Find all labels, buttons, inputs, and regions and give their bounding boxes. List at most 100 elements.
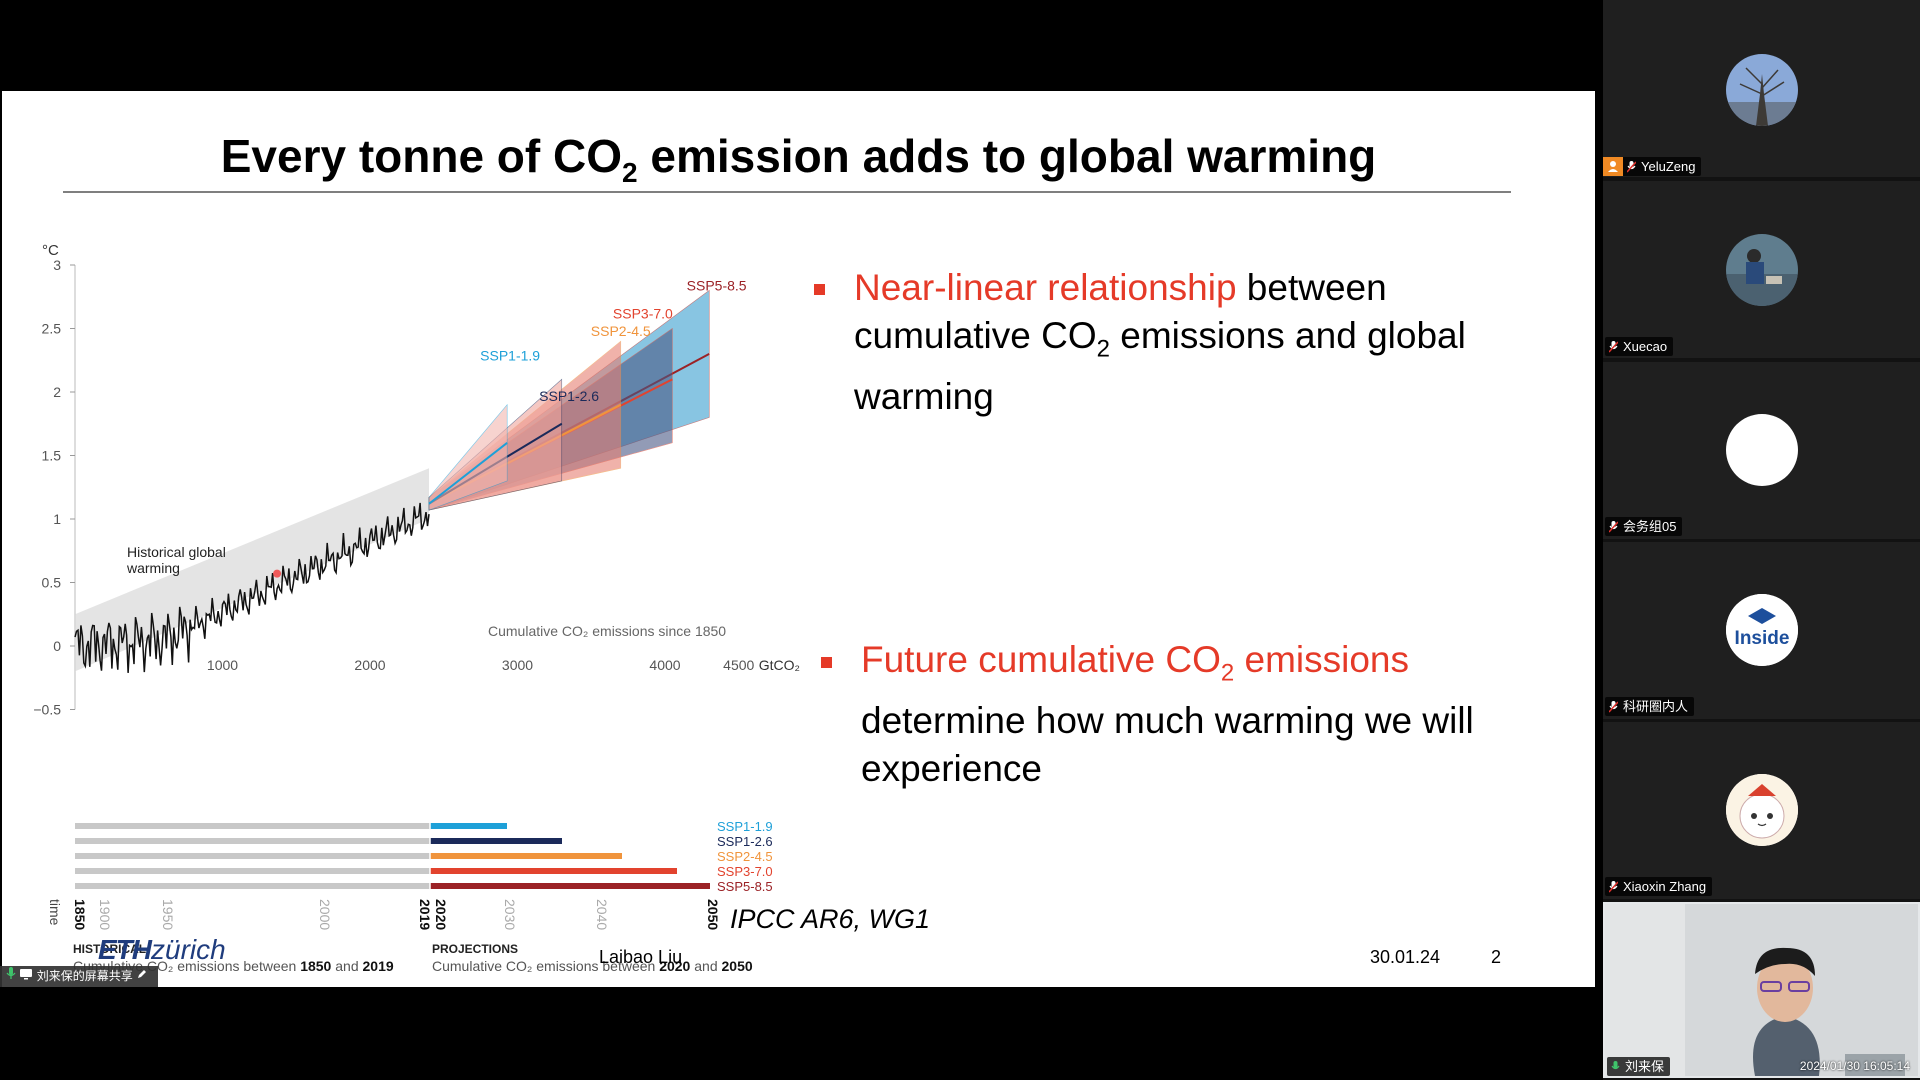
projections-title: PROJECTIONS: [432, 942, 518, 956]
citation: IPCC AR6, WG1: [730, 904, 931, 934]
mic-muted-icon: [1608, 699, 1619, 713]
x-tick-label: 1000: [207, 657, 238, 673]
timeline-projection-bar: [430, 853, 622, 859]
mic-on-icon: [1611, 1059, 1620, 1071]
timeline-historical-bar: [75, 853, 430, 859]
participant-tile-xiaoxin-zhang[interactable]: Xiaoxin Zhang: [1603, 722, 1920, 899]
screen-share-indicator[interactable]: 刘来保的屏幕共享: [0, 966, 158, 987]
timeline-projection-bar: [430, 823, 507, 829]
timeline-year: 2030: [502, 899, 518, 930]
participant-name-tag: Xuecao: [1605, 337, 1674, 356]
participant-name-tag: Xiaoxin Zhang: [1605, 877, 1713, 896]
historical-title: HISTORICAL: [73, 942, 146, 956]
timeline-legend-label: SSP2-4.5: [717, 849, 773, 864]
mic-icon: [6, 966, 16, 987]
timeline-legend-label: SSP5-8.5: [717, 879, 773, 894]
participant-name-tag: 会务组05: [1605, 517, 1683, 536]
screen-share-label: 刘来保的屏幕共享: [36, 969, 133, 984]
participant-tile-huiwuzu05[interactable]: 会务组05: [1603, 362, 1920, 539]
historical-marker-dot: [273, 569, 282, 578]
historical-label-line1: Historical global: [127, 544, 226, 560]
bullet-1: Near-linear relationship between cumulat…: [854, 267, 1466, 418]
y-tick-label: 2.5: [42, 321, 62, 337]
timeline-year: 2020: [433, 899, 449, 930]
timeline-year: 2040: [594, 899, 610, 930]
scenario-label: SSP3-7.0: [613, 305, 673, 321]
mic-muted-icon: [1626, 159, 1637, 173]
timeline-legend-label: SSP3-7.0: [717, 864, 773, 879]
warming-chart: °C −0.5 0 0.5 1 1.5 2 2.5 3 1000 2000 3000 4000 4500 G…: [33, 242, 800, 974]
avatar: [1726, 774, 1798, 846]
slide-title: Every tonne of CO2 emission adds to glob…: [220, 130, 1377, 189]
participant-name-tag: 刘来保: [1607, 1057, 1671, 1076]
y-tick-label: 0.5: [42, 575, 62, 591]
x-axis-caption: Cumulative CO₂ emissions since 1850: [488, 623, 726, 639]
speaker-video-frame: [1605, 904, 1918, 1076]
bullet-2-highlight: Future cumulative CO2 emissions: [861, 639, 1409, 687]
timeline-time-label: time: [47, 899, 63, 926]
bullet-marker: [821, 657, 832, 668]
participant-tile-yeluzeng[interactable]: YeluZeng: [1603, 0, 1920, 177]
avatar: [1726, 414, 1798, 486]
scenario-label: SSP1-2.6: [539, 388, 599, 404]
timeline-year: 1950: [160, 899, 176, 930]
host-icon: [1603, 157, 1623, 176]
avatar: Inside: [1726, 594, 1798, 666]
historical-uncertainty-band: [75, 468, 429, 672]
x-tick-label: 3000: [502, 657, 533, 673]
x-tick-label: 4500: [723, 657, 754, 673]
y-tick-label: −0.5: [33, 702, 61, 718]
timeline-year: 1850: [72, 899, 88, 930]
timeline-year: 2019: [417, 899, 433, 930]
bullet-marker: [814, 284, 825, 295]
timeline-projection-bar: [430, 838, 562, 844]
mic-muted-icon: [1608, 519, 1619, 533]
timeline-historical-bar: [75, 823, 430, 829]
x-tick-label: 2000: [354, 657, 385, 673]
active-speaker-video[interactable]: 刘来保 2024/01/30 16:05:14: [1603, 902, 1920, 1078]
avatar: [1726, 54, 1798, 126]
presentation-slide: Every tonne of CO2 emission adds to glob…: [2, 91, 1595, 987]
timeline-historical-bar: [75, 868, 430, 874]
bullet-1-highlight: Near-linear relationship: [854, 267, 1237, 308]
bullet-2: Future cumulative CO2 emissions determin…: [861, 636, 1474, 793]
historical-label-line2: warming: [126, 560, 180, 576]
timeline-historical-bar: [75, 883, 430, 889]
avatar: [1726, 234, 1798, 306]
scenario-label: SSP5-8.5: [687, 277, 747, 293]
footer-page-number: 2: [1491, 947, 1502, 967]
x-axis-unit: GtCO₂: [759, 657, 800, 673]
participants-panel: YeluZeng Xuecao 会务组05 Inside 科研圈内人 Xiaox…: [1603, 0, 1920, 1080]
y-tick-label: 1: [53, 511, 61, 527]
timeline-year: 2000: [317, 899, 333, 930]
y-axis-unit: °C: [42, 242, 59, 259]
timeline-legend-label: SSP1-2.6: [717, 834, 773, 849]
scenario-label: SSP1-1.9: [480, 347, 540, 363]
y-tick-label: 1.5: [42, 448, 62, 464]
participant-name-tag: YeluZeng: [1603, 157, 1702, 176]
historical-warming-line: [74, 502, 430, 673]
x-tick-label: 4000: [649, 657, 680, 673]
scenario-range-ssp1-1.9: [428, 403, 508, 511]
edit-icon[interactable]: [136, 966, 148, 987]
screen-share-icon: [19, 966, 33, 987]
participant-name-tag: 科研圈内人: [1605, 697, 1695, 716]
footer-author: Laibao Liu: [599, 947, 683, 967]
timeline-historical-bar: [75, 838, 430, 844]
footer-date: 30.01.24: [1370, 947, 1441, 967]
projections-caption: Cumulative CO₂ emissions between 2020 an…: [432, 958, 753, 974]
timeline-year: 1900: [97, 899, 113, 930]
participant-tile-keyanquanneiren[interactable]: Inside 科研圈内人: [1603, 542, 1920, 719]
scenario-line-ssp1-1.9: [428, 442, 508, 505]
timeline-projection-bar: [430, 868, 677, 874]
participant-tile-xuecao[interactable]: Xuecao: [1603, 181, 1920, 358]
timeline-year: 2050: [705, 899, 721, 930]
timeline-legend-label: SSP1-1.9: [717, 819, 773, 834]
insider-logo-text: Inside: [1735, 628, 1790, 649]
scenario-label: SSP2-4.5: [591, 323, 651, 339]
y-tick-label: 0: [53, 638, 61, 654]
eth-zurich-logo: ETHzürich: [98, 934, 226, 965]
timestamp: 2024/01/30 16:05:14: [1799, 1059, 1910, 1073]
mic-muted-icon: [1608, 879, 1619, 893]
mic-muted-icon: [1608, 339, 1619, 353]
